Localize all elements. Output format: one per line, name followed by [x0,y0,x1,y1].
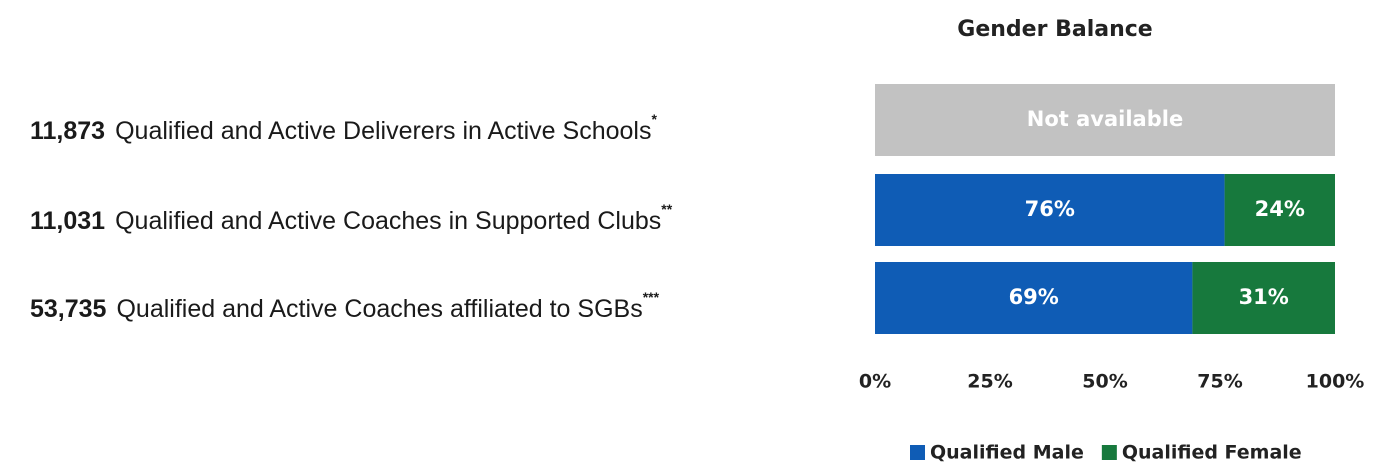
count: 11,031 [30,207,105,235]
legend-swatch [910,445,925,460]
footnote-mark: ** [661,201,672,217]
x-tick-label: 100% [1306,371,1365,393]
bar-segment [1192,262,1335,334]
count: 11,873 [30,117,105,145]
category-label: Qualified and Active Coaches in Supporte… [115,207,661,235]
bar-segment [875,262,1193,334]
unavailable-bar [875,84,1335,156]
value-label: 69% [1009,285,1059,309]
row-label: 11,873 Qualified and Active Deliverers in… [30,111,657,145]
row-label: 53,735 Qualified and Active Coaches affil… [30,289,660,323]
count: 53,735 [30,295,107,323]
x-tick-label: 0% [859,371,891,393]
row-label: 11,031 Qualified and Active Coaches in Su… [30,201,673,235]
value-label: 24% [1255,197,1305,221]
annotation: Not available [1027,107,1183,131]
x-tick-label: 50% [1082,371,1127,393]
bar-segment [875,174,1225,246]
value-label: 76% [1025,197,1075,221]
x-tick-label: 25% [967,371,1012,393]
footnote-mark: * [651,111,657,127]
chart-title: Gender Balance [957,17,1152,42]
bar-segment [1224,174,1335,246]
category-label: Qualified and Active Coaches affiliated … [116,295,642,323]
legend-label: Qualified Male [930,442,1084,464]
x-tick-label: 75% [1197,371,1242,393]
footnote-mark: *** [643,289,660,305]
legend-swatch [1101,445,1117,460]
category-label: Qualified and Active Deliverers in Activ… [115,117,651,145]
value-label: 31% [1239,285,1289,309]
legend-label: Qualified Female [1122,442,1302,464]
